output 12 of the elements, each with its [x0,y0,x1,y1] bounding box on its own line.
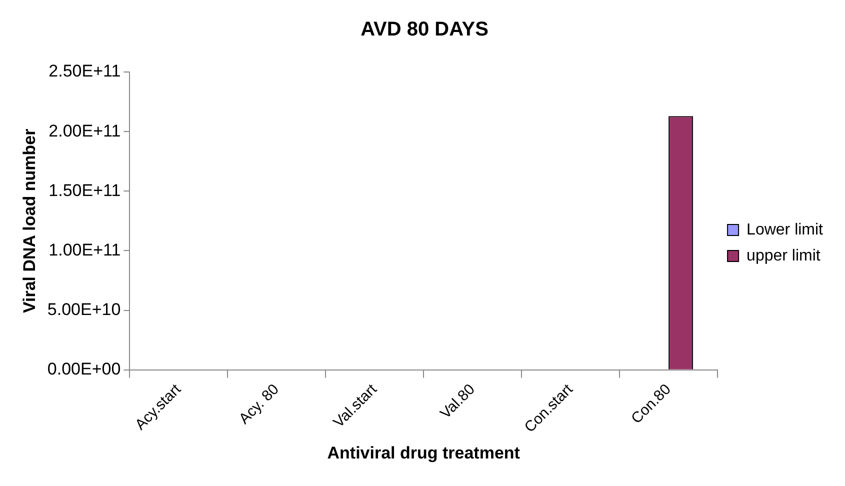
x-axis-title: Antiviral drug treatment [327,443,520,462]
legend-label: upper limit [746,247,821,264]
y-tick-label: 1.00E+11 [48,240,121,260]
x-tick-label: Acy. 80 [236,380,282,428]
y-tick-label: 1.50E+11 [48,180,121,200]
chart-title: AVD 80 DAYS [360,18,488,41]
y-tick-label: 0.00E+00 [47,360,121,379]
legend-label: Lower limit [746,221,824,238]
y-axis-title: Viral DNA load number [20,128,39,314]
y-tick-label: 5.00E+10 [47,300,121,319]
y-tick-label: 2.00E+11 [48,121,121,140]
y-tick-label: 2.50E+11 [48,62,121,81]
